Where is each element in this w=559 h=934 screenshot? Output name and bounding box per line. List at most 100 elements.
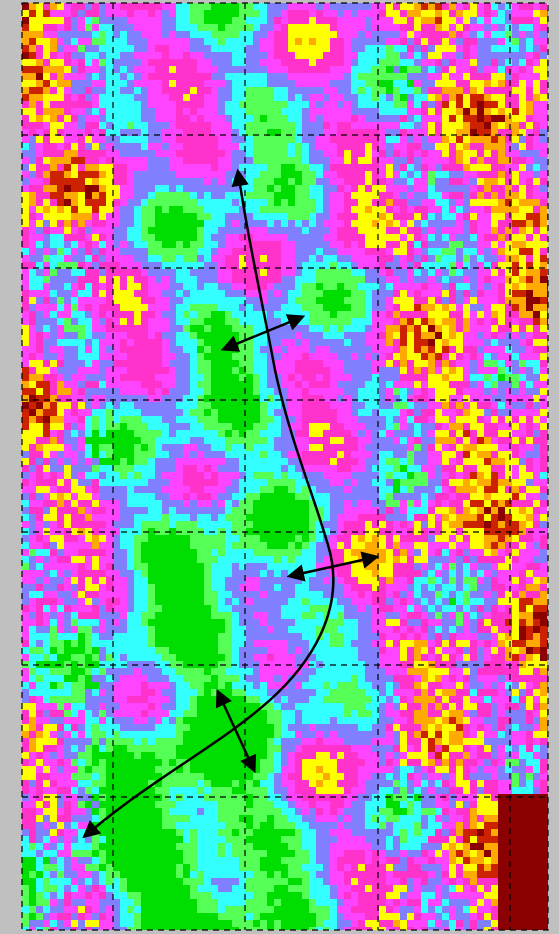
color-cell <box>50 458 57 465</box>
color-cell <box>456 297 463 304</box>
color-cell <box>540 227 547 234</box>
color-cell <box>533 157 540 164</box>
color-cell <box>449 143 456 150</box>
color-cell <box>197 220 204 227</box>
color-cell <box>505 374 512 381</box>
color-cell <box>337 255 344 262</box>
color-cell <box>393 381 400 388</box>
color-cell <box>22 101 29 108</box>
color-cell <box>400 409 407 416</box>
color-cell <box>456 367 463 374</box>
color-cell <box>43 318 50 325</box>
color-cell <box>260 395 267 402</box>
color-cell <box>190 388 197 395</box>
color-cell <box>78 227 85 234</box>
color-cell <box>92 297 99 304</box>
color-cell <box>253 80 260 87</box>
color-cell <box>99 360 106 367</box>
color-cell <box>407 227 414 234</box>
color-cell <box>99 10 106 17</box>
color-cell <box>190 409 197 416</box>
color-cell <box>120 241 127 248</box>
color-cell <box>260 339 267 346</box>
color-cell <box>344 87 351 94</box>
color-cell <box>414 59 421 66</box>
color-cell <box>316 374 323 381</box>
color-cell <box>57 206 64 213</box>
color-cell <box>379 87 386 94</box>
color-cell <box>36 381 43 388</box>
color-cell <box>225 325 232 332</box>
color-cell <box>498 276 505 283</box>
color-cell <box>379 388 386 395</box>
color-cell <box>162 10 169 17</box>
color-cell <box>148 66 155 73</box>
color-cell <box>428 178 435 185</box>
color-cell <box>365 367 372 374</box>
color-cell <box>379 129 386 136</box>
color-cell <box>190 311 197 318</box>
color-cell <box>197 73 204 80</box>
color-cell <box>253 458 260 465</box>
color-cell <box>442 38 449 45</box>
color-cell <box>176 283 183 290</box>
color-cell <box>316 311 323 318</box>
color-cell <box>344 220 351 227</box>
color-cell <box>442 206 449 213</box>
color-cell <box>183 283 190 290</box>
color-cell <box>232 164 239 171</box>
color-cell <box>330 143 337 150</box>
color-cell <box>491 150 498 157</box>
color-cell <box>211 416 218 423</box>
color-cell <box>407 171 414 178</box>
color-cell <box>162 360 169 367</box>
color-cell <box>463 444 470 451</box>
color-cell <box>134 290 141 297</box>
color-cell <box>393 31 400 38</box>
page: (() => { JSON.parse(document.getElementB… <box>0 0 559 934</box>
color-cell <box>190 185 197 192</box>
color-cell <box>302 87 309 94</box>
color-cell <box>85 318 92 325</box>
color-cell <box>106 353 113 360</box>
color-cell <box>211 332 218 339</box>
color-cell <box>197 115 204 122</box>
color-cell <box>421 178 428 185</box>
color-cell <box>71 269 78 276</box>
color-cell <box>400 269 407 276</box>
color-cell <box>302 59 309 66</box>
color-cell <box>484 94 491 101</box>
color-cell <box>428 381 435 388</box>
color-cell <box>358 150 365 157</box>
color-cell <box>330 304 337 311</box>
color-cell <box>190 66 197 73</box>
color-cell <box>484 318 491 325</box>
color-cell <box>36 94 43 101</box>
color-cell <box>29 24 36 31</box>
color-cell <box>92 423 99 430</box>
color-cell <box>463 283 470 290</box>
color-cell <box>169 339 176 346</box>
color-cell <box>386 360 393 367</box>
color-cell <box>407 45 414 52</box>
color-cell <box>421 290 428 297</box>
color-cell <box>232 367 239 374</box>
color-cell <box>176 185 183 192</box>
color-cell <box>498 220 505 227</box>
color-cell <box>281 269 288 276</box>
color-cell <box>43 416 50 423</box>
color-cell <box>351 367 358 374</box>
color-cell <box>449 388 456 395</box>
color-cell <box>155 283 162 290</box>
color-cell <box>414 304 421 311</box>
color-cell <box>274 143 281 150</box>
color-cell <box>50 388 57 395</box>
color-cell <box>316 276 323 283</box>
color-cell <box>211 458 218 465</box>
color-cell <box>225 255 232 262</box>
color-cell <box>484 171 491 178</box>
color-cell <box>512 304 519 311</box>
color-cell <box>50 409 57 416</box>
color-cell <box>211 325 218 332</box>
color-cell <box>365 136 372 143</box>
